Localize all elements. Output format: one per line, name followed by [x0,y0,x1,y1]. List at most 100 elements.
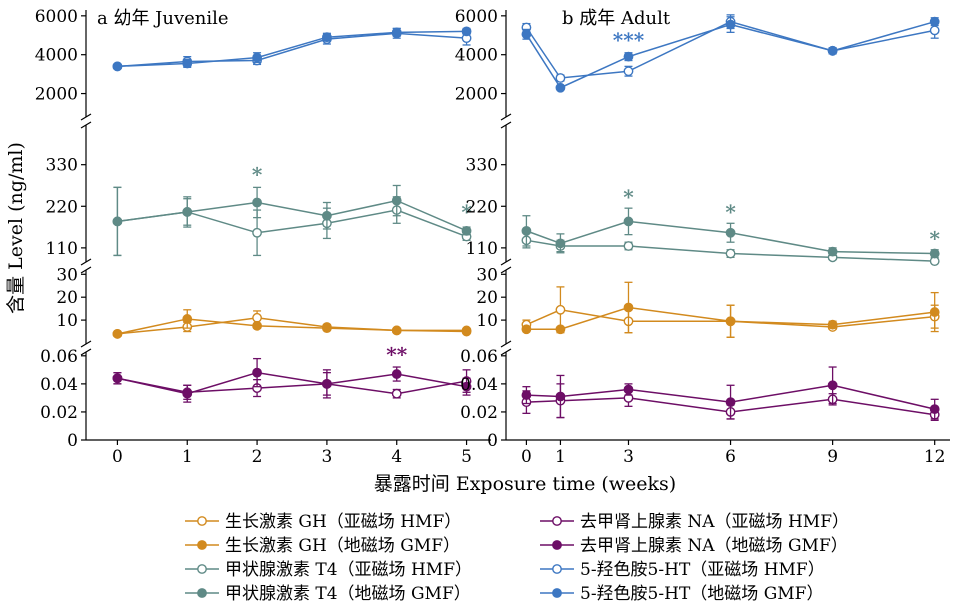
legend-label: 生长激素 GH（地磁场 GMF） [225,536,460,556]
data-point [521,29,532,40]
series [112,310,472,339]
data-point [555,82,566,93]
y-tick-label: 220 [466,197,498,217]
data-point [461,225,472,236]
data-point [391,325,402,336]
y-tick-label: 20 [476,288,498,308]
legend-item: 去甲肾上腺素 NA（地磁场 GMF） [540,536,848,556]
data-point [461,26,472,37]
data-point [461,381,472,392]
significance-mark: * [461,200,472,224]
legend-item: 甲状腺激素 T4（地磁场 GMF） [185,584,471,604]
series-line [526,384,935,410]
legend-item: 甲状腺激素 T4（亚磁场 HMF） [185,560,472,580]
data-point [391,195,402,206]
band-T4: 110 220 330 * * [46,156,473,259]
axis-break-mark [80,266,92,274]
data-point [827,45,838,56]
x-tick-label: 1 [555,447,566,467]
series-line [525,20,935,79]
y-axis-label: 含量 Level (ng/ml) [5,142,27,314]
y-tick-label: 10 [476,311,498,331]
series-line [117,30,467,68]
x-tick-label: 2 [252,447,263,467]
series [112,184,472,257]
series [112,26,472,72]
x-tick-label: 5 [461,447,472,467]
y-tick-label: 330 [466,156,498,176]
series-line [117,377,467,395]
data-point [623,66,634,77]
x-tick-label: 3 [321,447,332,467]
data-point [322,323,332,334]
data-point [725,397,736,408]
band-GH: 10 20 30 [56,265,472,339]
axis-break-mark [80,348,92,356]
data-point [929,25,940,36]
series [521,366,940,420]
series-line [525,20,935,89]
legend-marker [552,516,562,526]
x-tick-label: 12 [924,447,946,467]
data-point [929,16,940,27]
axis-break-mark [80,113,92,121]
series-line [117,318,467,335]
data-point [252,52,262,63]
series-line [526,397,935,416]
legend-marker [552,588,562,598]
y-tick-label: 4000 [455,46,498,66]
band-NA: 0 0.02 0.04 0.06 [460,347,940,451]
y-tick-label: 0.04 [40,375,78,395]
x-tick-label: 3 [623,447,634,467]
significance-mark: * [623,185,634,209]
x-tick-label: 9 [827,447,838,467]
axis-break-mark [80,340,92,348]
legend-label: 5-羟色胺5-HT（亚磁场 HMF） [580,560,825,580]
series-line [526,220,935,255]
series-line [526,239,935,262]
data-point [112,373,123,384]
data-point [112,61,123,72]
legend-label: 甲状腺激素 T4（地磁场 GMF） [225,584,471,604]
band-5-HT: 2000 4000 6000 [35,7,472,105]
legend-label: 去甲肾上腺素 NA（亚磁场 HMF） [580,512,849,532]
x-axis-label: 暴露时间 Exposure time (weeks) [374,473,676,495]
band-NA: 0 0.02 0.04 0.06 ** [40,342,472,451]
legend: 生长激素 GH（亚磁场 HMF） 去甲肾上腺素 NA（亚磁场 HMF） 生长激素 G… [185,512,849,604]
data-point [555,304,566,315]
data-point [623,241,634,251]
legend-item: 去甲肾上腺素 NA（亚磁场 HMF） [540,512,849,532]
significance-mark: * [725,200,736,224]
data-point [112,216,123,227]
data-point [623,384,634,395]
y-tick-label: 10 [56,311,78,331]
legend-marker [552,540,562,550]
panel-b: 0 1 3 6 9 12200040006000***110220330***102030… [455,7,950,467]
data-point [521,390,532,400]
legend-item: 5-羟色胺5-HT（地磁场 GMF） [540,584,823,604]
data-point [391,388,402,399]
axis-break-mark [500,266,512,274]
data-point [725,19,736,30]
panel-a-title: a 幼年 Juvenile [97,8,229,29]
y-tick-label: 0.02 [40,403,78,423]
data-point [252,197,262,208]
y-tick-label: 0 [67,431,78,451]
data-point [623,51,634,62]
data-point [252,367,262,378]
data-point [461,326,472,337]
axis-break-mark [500,340,512,348]
legend-marker [197,588,207,598]
y-tick-label: 0.02 [460,403,498,423]
band-5-HT: 2000 4000 6000 *** [455,7,940,105]
legend-label: 甲状腺激素 T4（亚磁场 HMF） [225,560,472,580]
series-line [117,199,467,232]
axis-break-mark [500,348,512,356]
data-point [182,388,193,399]
x-tick-label: 6 [725,447,736,467]
x-tick-label: 0 [521,447,532,467]
x-tick-label: 4 [391,447,402,467]
y-tick-label: 110 [46,239,78,259]
